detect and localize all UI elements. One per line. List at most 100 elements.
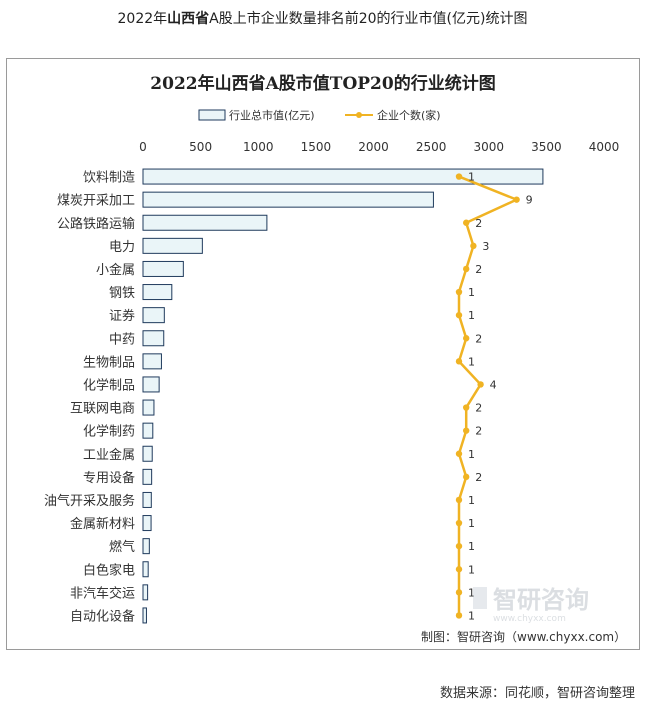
y-category-label: 互联网电商 xyxy=(70,402,135,417)
count-marker-10 xyxy=(477,381,484,388)
y-category-label: 金属新材料 xyxy=(70,516,135,532)
bar-4 xyxy=(142,237,203,254)
x-tick-label: 500 xyxy=(189,140,212,154)
y-category-label: 油气开采及服务 xyxy=(44,493,135,509)
y-category-label: 工业金属 xyxy=(83,447,135,463)
count-marker-6 xyxy=(455,288,463,296)
legend-line-label: 企业个数(家) xyxy=(377,108,441,122)
count-label-13: 1 xyxy=(468,448,475,461)
count-marker-17 xyxy=(455,542,463,550)
y-category-label: 饮料制造 xyxy=(83,171,135,186)
bar-11 xyxy=(142,399,155,416)
count-label-2: 9 xyxy=(526,194,533,207)
bar-series xyxy=(142,168,544,624)
count-marker-18 xyxy=(455,566,463,573)
bar-19 xyxy=(142,584,149,601)
y-category-label: 化学制品 xyxy=(83,377,135,393)
bar-16 xyxy=(142,515,152,532)
bar-6 xyxy=(142,284,173,301)
count-marker-5 xyxy=(463,265,470,273)
y-category-label: 公路铁路运输 xyxy=(57,216,135,232)
count-marker-7 xyxy=(455,311,463,319)
chart-frame: 2022年山西省A股市值TOP20的行业统计图 行业总市值(亿元) 企业个数(家… xyxy=(6,58,640,650)
x-tick-label: 3500 xyxy=(531,140,562,154)
bar-5 xyxy=(142,260,184,277)
bar-7 xyxy=(142,307,165,324)
y-category-label: 白色家电 xyxy=(83,562,135,578)
x-tick-label: 1000 xyxy=(243,140,274,154)
bar-1 xyxy=(142,168,544,185)
y-category-label: 自动化设备 xyxy=(70,608,135,624)
count-marker-8 xyxy=(463,335,470,342)
count-label-6: 1 xyxy=(468,286,475,299)
count-label-10: 4 xyxy=(490,378,497,391)
count-label-9: 1 xyxy=(468,355,475,368)
count-label-16: 1 xyxy=(468,517,475,530)
count-label-19: 1 xyxy=(468,586,475,599)
count-marker-3 xyxy=(463,219,470,226)
x-tick-label: 3000 xyxy=(473,140,504,154)
y-category-label: 煤炭开采加工 xyxy=(57,194,135,209)
watermark-text: 智研咨询 xyxy=(493,586,589,614)
x-tick-label: 2000 xyxy=(358,140,389,154)
count-label-15: 1 xyxy=(468,494,475,507)
count-label-11: 2 xyxy=(475,402,482,415)
count-marker-14 xyxy=(463,473,470,481)
count-label-8: 2 xyxy=(475,332,482,345)
bar-10 xyxy=(142,376,160,393)
count-marker-1 xyxy=(455,173,463,180)
count-label-20: 1 xyxy=(468,609,475,622)
chart-title: 2022年山西省A股市值TOP20的行业统计图 xyxy=(150,73,495,94)
chart-svg: 2022年山西省A股市值TOP20的行业统计图 行业总市值(亿元) 企业个数(家… xyxy=(44,73,626,644)
count-label-12: 2 xyxy=(475,425,482,438)
bar-15 xyxy=(142,491,152,508)
bar-3 xyxy=(142,214,268,231)
count-marker-2 xyxy=(513,196,520,203)
bar-8 xyxy=(142,330,165,347)
count-label-14: 2 xyxy=(475,471,482,484)
y-category-label: 小金属 xyxy=(96,262,135,278)
y-category-label: 电力 xyxy=(109,240,135,255)
y-axis-labels: 饮料制造煤炭开采加工公路铁路运输电力小金属钢铁证券中药生物制品化学制品互联网电商… xyxy=(44,171,135,625)
bar-18 xyxy=(142,561,149,578)
y-category-label: 钢铁 xyxy=(109,286,135,301)
count-marker-20 xyxy=(455,612,463,619)
legend-line-marker xyxy=(356,112,362,118)
bar-9 xyxy=(142,353,162,370)
bar-13 xyxy=(142,445,153,462)
count-marker-15 xyxy=(455,496,463,504)
count-marker-16 xyxy=(455,519,463,527)
count-marker-9 xyxy=(455,358,463,365)
chart-credit: 制图：智研咨询（www.chyxx.com） xyxy=(421,629,626,644)
x-tick-label: 1500 xyxy=(301,140,332,154)
legend-bar-swatch xyxy=(198,109,226,121)
bar-12 xyxy=(142,422,154,439)
count-label-4: 3 xyxy=(482,240,489,253)
watermark-logo-icon xyxy=(473,587,487,609)
y-category-label: 生物制品 xyxy=(83,355,135,370)
bar-20 xyxy=(142,607,147,624)
y-category-label: 中药 xyxy=(109,332,135,347)
bar-17 xyxy=(142,538,150,555)
y-category-label: 专用设备 xyxy=(83,470,135,486)
bar-2 xyxy=(142,191,434,208)
y-category-label: 燃气 xyxy=(109,539,135,555)
legend: 行业总市值(亿元) 企业个数(家) xyxy=(198,108,441,122)
count-label-7: 1 xyxy=(468,309,475,322)
y-category-label: 非汽车交运 xyxy=(70,585,135,601)
page-title: 2022年山西省A股上市企业数量排名前20的行业市值(亿元)统计图 xyxy=(117,11,528,27)
watermark: 智研咨询 www.chyxx.com xyxy=(473,586,589,624)
x-tick-label: 0 xyxy=(139,140,147,154)
legend-bar-label: 行业总市值(亿元) xyxy=(229,108,315,122)
count-label-3: 2 xyxy=(475,217,482,230)
count-label-18: 1 xyxy=(468,563,475,576)
y-category-label: 化学制药 xyxy=(83,424,135,440)
source-footer: 数据来源：同花顺，智研咨询整理 xyxy=(439,686,635,701)
count-label-5: 2 xyxy=(475,263,482,276)
count-marker-19 xyxy=(455,589,463,596)
bar-14 xyxy=(142,468,153,485)
x-tick-label: 2500 xyxy=(416,140,447,154)
count-marker-13 xyxy=(455,450,463,457)
count-marker-4 xyxy=(470,242,477,250)
count-label-17: 1 xyxy=(468,540,475,553)
